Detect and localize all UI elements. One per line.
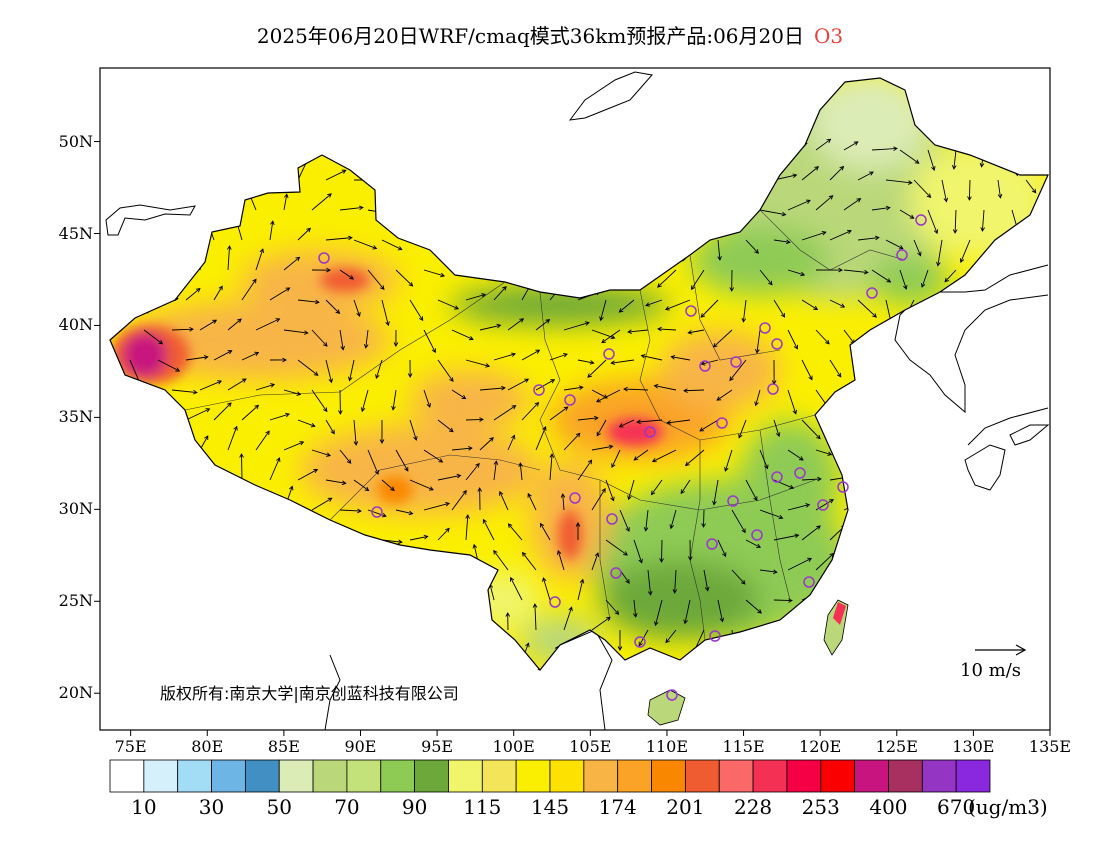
lon-tick-label: 75E xyxy=(114,737,147,756)
lat-tick-label: 30N xyxy=(58,499,93,519)
lon-tick-label: 100E xyxy=(492,737,535,756)
colorbar-swatch xyxy=(278,759,314,793)
colorbar-swatch xyxy=(718,759,754,793)
lon-tick-label: 85E xyxy=(267,737,300,756)
colorbar-swatch xyxy=(651,759,686,793)
colorbar-swatch xyxy=(244,759,280,793)
colorbar-swatch xyxy=(109,759,145,793)
lat-tick-label: 35N xyxy=(58,407,93,427)
colorbar-swatch xyxy=(583,759,619,793)
map-frame xyxy=(99,67,1051,731)
colorbar-tick-label: 174 xyxy=(598,795,637,819)
colorbar-swatch xyxy=(854,759,889,793)
colorbar-swatch xyxy=(414,759,449,793)
colorbar-swatch xyxy=(177,759,212,793)
lon-tick-label: 120E xyxy=(799,737,842,756)
colorbar-swatch xyxy=(380,759,416,793)
lat-tick-label: 45N xyxy=(58,223,93,243)
lon-tick-label: 115E xyxy=(722,737,765,756)
colorbar-swatch xyxy=(143,759,179,793)
pollutant-label: O3 xyxy=(813,24,844,48)
colorbar-swatch xyxy=(448,759,483,793)
lon-tick-label: 90E xyxy=(344,737,377,756)
colorbar-swatch xyxy=(312,759,348,793)
colorbar-swatch xyxy=(921,759,957,793)
islands xyxy=(647,599,849,726)
colorbar-tick-label: 90 xyxy=(401,795,428,819)
lon-tick-label: 80E xyxy=(191,737,224,756)
colorbar-tick-label: 400 xyxy=(869,795,908,819)
colorbar-tick-label: 145 xyxy=(530,795,570,819)
colorbar xyxy=(109,759,991,793)
colorbar-tick-label: 50 xyxy=(266,795,292,819)
city-stations xyxy=(318,214,927,701)
lat-tick-label: 40N xyxy=(58,315,93,335)
lon-tick-label: 135E xyxy=(1028,737,1072,756)
lon-tick-label: 110E xyxy=(645,737,689,756)
colorbar-tick-label: 115 xyxy=(463,795,502,819)
colorbar-swatch xyxy=(955,759,991,793)
map-title: 2025年06月20日WRF/cmaq模式36km预报产品:06月20日 O3 xyxy=(0,20,1100,49)
province-borders xyxy=(184,209,906,641)
colorbar-tick-label: 10 xyxy=(131,795,157,819)
colorbar-unit: (ug/m3) xyxy=(968,795,1048,819)
colorbar-tick-label: 253 xyxy=(801,795,840,819)
china-outline xyxy=(109,77,1049,671)
colorbar-swatch xyxy=(549,759,585,793)
colorbar-tick-label: 30 xyxy=(198,795,225,819)
wind-reference-arrow xyxy=(975,644,1027,656)
lon-tick-label: 130E xyxy=(952,737,995,756)
colorbar-tick-label: 670 xyxy=(937,795,976,819)
copyright-text: 版权所有:南京大学|南京创蓝科技有限公司 xyxy=(160,684,459,703)
colorbar-swatch xyxy=(515,759,551,793)
colorbar-tick-label: 70 xyxy=(334,795,360,819)
title-text: 2025年06月20日WRF/cmaq模式36km预报产品:06月20日 xyxy=(256,24,804,48)
lon-tick-label: 95E xyxy=(421,737,454,756)
lat-tick-label: 20N xyxy=(58,683,93,703)
colorbar-swatch xyxy=(481,759,517,793)
colorbar-tick-label: 201 xyxy=(666,795,705,819)
lon-tick-label: 125E xyxy=(875,737,918,756)
lat-tick-label: 25N xyxy=(58,591,93,611)
colorbar-swatch xyxy=(617,759,652,793)
lon-tick-label: 105E xyxy=(569,737,612,756)
colorbar-swatch xyxy=(684,759,720,793)
colorbar-swatch xyxy=(211,759,246,793)
colorbar-swatch xyxy=(752,759,788,793)
colorbar-tick-label: 228 xyxy=(733,795,773,819)
colorbar-swatch xyxy=(786,759,822,793)
axis-ticks xyxy=(94,141,1051,736)
colorbar-swatch xyxy=(346,759,382,793)
lat-tick-label: 50N xyxy=(58,131,93,151)
wind-reference-label: 10 m/s xyxy=(960,660,1021,681)
colorbar-swatch xyxy=(820,759,856,793)
colorbar-swatch xyxy=(888,759,923,793)
